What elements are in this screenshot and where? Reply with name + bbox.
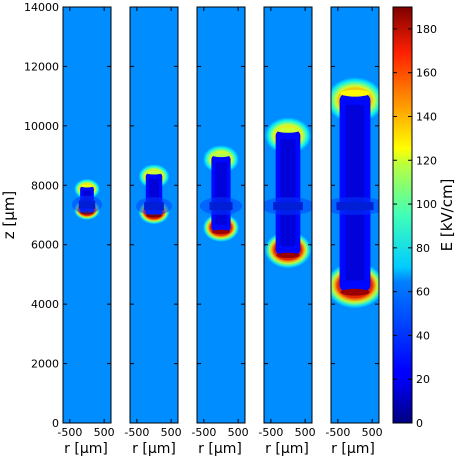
center-shadow: [199, 197, 243, 216]
x-tick-label: -500: [124, 426, 149, 439]
y-axis-label: z [μm]: [0, 191, 18, 240]
colorbar-tick-label: 40: [416, 329, 430, 342]
y-tick-label: 4000: [31, 298, 59, 311]
head-tip: [146, 170, 162, 175]
panel: [330, 6, 380, 424]
x-tick-label: 500: [228, 426, 249, 439]
tail-tip: [340, 288, 370, 296]
x-tick-label: -500: [258, 426, 283, 439]
center-shadow: [71, 195, 103, 214]
y-tick-label: 8000: [31, 179, 59, 192]
panel-frame: [196, 6, 246, 424]
x-tick-label: -500: [191, 426, 216, 439]
panel-frame: [62, 6, 112, 424]
x-tick-label: -500: [325, 426, 350, 439]
colorbar-gradient: [392, 6, 413, 424]
x-axis-label: r [μm]: [198, 441, 242, 457]
colorbar-tick-label: 80: [416, 242, 430, 255]
panel-inner: [331, 7, 379, 423]
panel-frame: [330, 6, 380, 424]
y-tick-label: 12000: [24, 60, 59, 73]
colorbar: 0 20 40 60 80 100 120 140 160 180: [392, 6, 437, 430]
y-tick-label: 14000: [24, 1, 59, 14]
x-tick-label: 500: [161, 426, 182, 439]
center-shadow: [264, 197, 312, 216]
head-tip: [80, 184, 94, 188]
panel-inner: [130, 7, 178, 423]
x-axis-label: r [μm]: [331, 441, 375, 457]
panel: [62, 6, 112, 424]
colorbar-tick-label: 100: [416, 198, 437, 211]
channel-core: [345, 104, 365, 281]
tail-tip: [276, 252, 300, 259]
center-shadow: [135, 197, 173, 216]
x-tick-label: 500: [295, 426, 316, 439]
panel-inner: [63, 7, 111, 423]
channel-core: [215, 162, 227, 225]
x-axis-label: r [μm]: [265, 441, 309, 457]
panel-inner: [264, 7, 312, 423]
colorbar-tick-label: 140: [416, 110, 437, 123]
colorbar-tick-label: 0: [416, 417, 423, 430]
x-axis-label: r [μm]: [64, 441, 108, 457]
y-tick-label: 10000: [24, 120, 59, 133]
x-tick-label: 500: [362, 426, 383, 439]
x-axes: -500 500 -500 500 -500 500 -500 500 -500 500: [57, 7, 383, 439]
center-shadow: [331, 197, 379, 216]
head-tip: [276, 127, 300, 133]
colorbar-label: E [kV/cm]: [438, 179, 456, 252]
panel: [263, 6, 313, 424]
panel-inner: [197, 7, 245, 423]
panel: [129, 6, 179, 424]
y-tick-label: 6000: [31, 239, 59, 252]
head-tip: [211, 152, 231, 158]
channel-core: [149, 178, 159, 210]
panels-group: [62, 6, 380, 424]
panel-frame: [263, 6, 313, 424]
panel: [196, 6, 246, 424]
x-axis-label: r [μm]: [132, 441, 176, 457]
x-tick-label: -500: [57, 426, 82, 439]
channel-core: [280, 139, 296, 247]
panel-frame: [129, 6, 179, 424]
y-tick-label: 0: [52, 417, 59, 430]
tail-tip: [211, 229, 231, 234]
x-tick-label: 500: [94, 426, 115, 439]
head-tip: [340, 89, 370, 97]
colorbar-tick-label: 160: [416, 67, 437, 80]
y-tick-label: 2000: [31, 358, 59, 371]
y-axis: 0 2000 4000 6000 8000 10000 12000 14000: [24, 1, 379, 430]
colorbar-tick-label: 60: [416, 286, 430, 299]
colorbar-tick-label: 120: [416, 154, 437, 167]
colorbar-tick-label: 180: [416, 23, 437, 36]
colorbar-tick-label: 20: [416, 373, 430, 386]
